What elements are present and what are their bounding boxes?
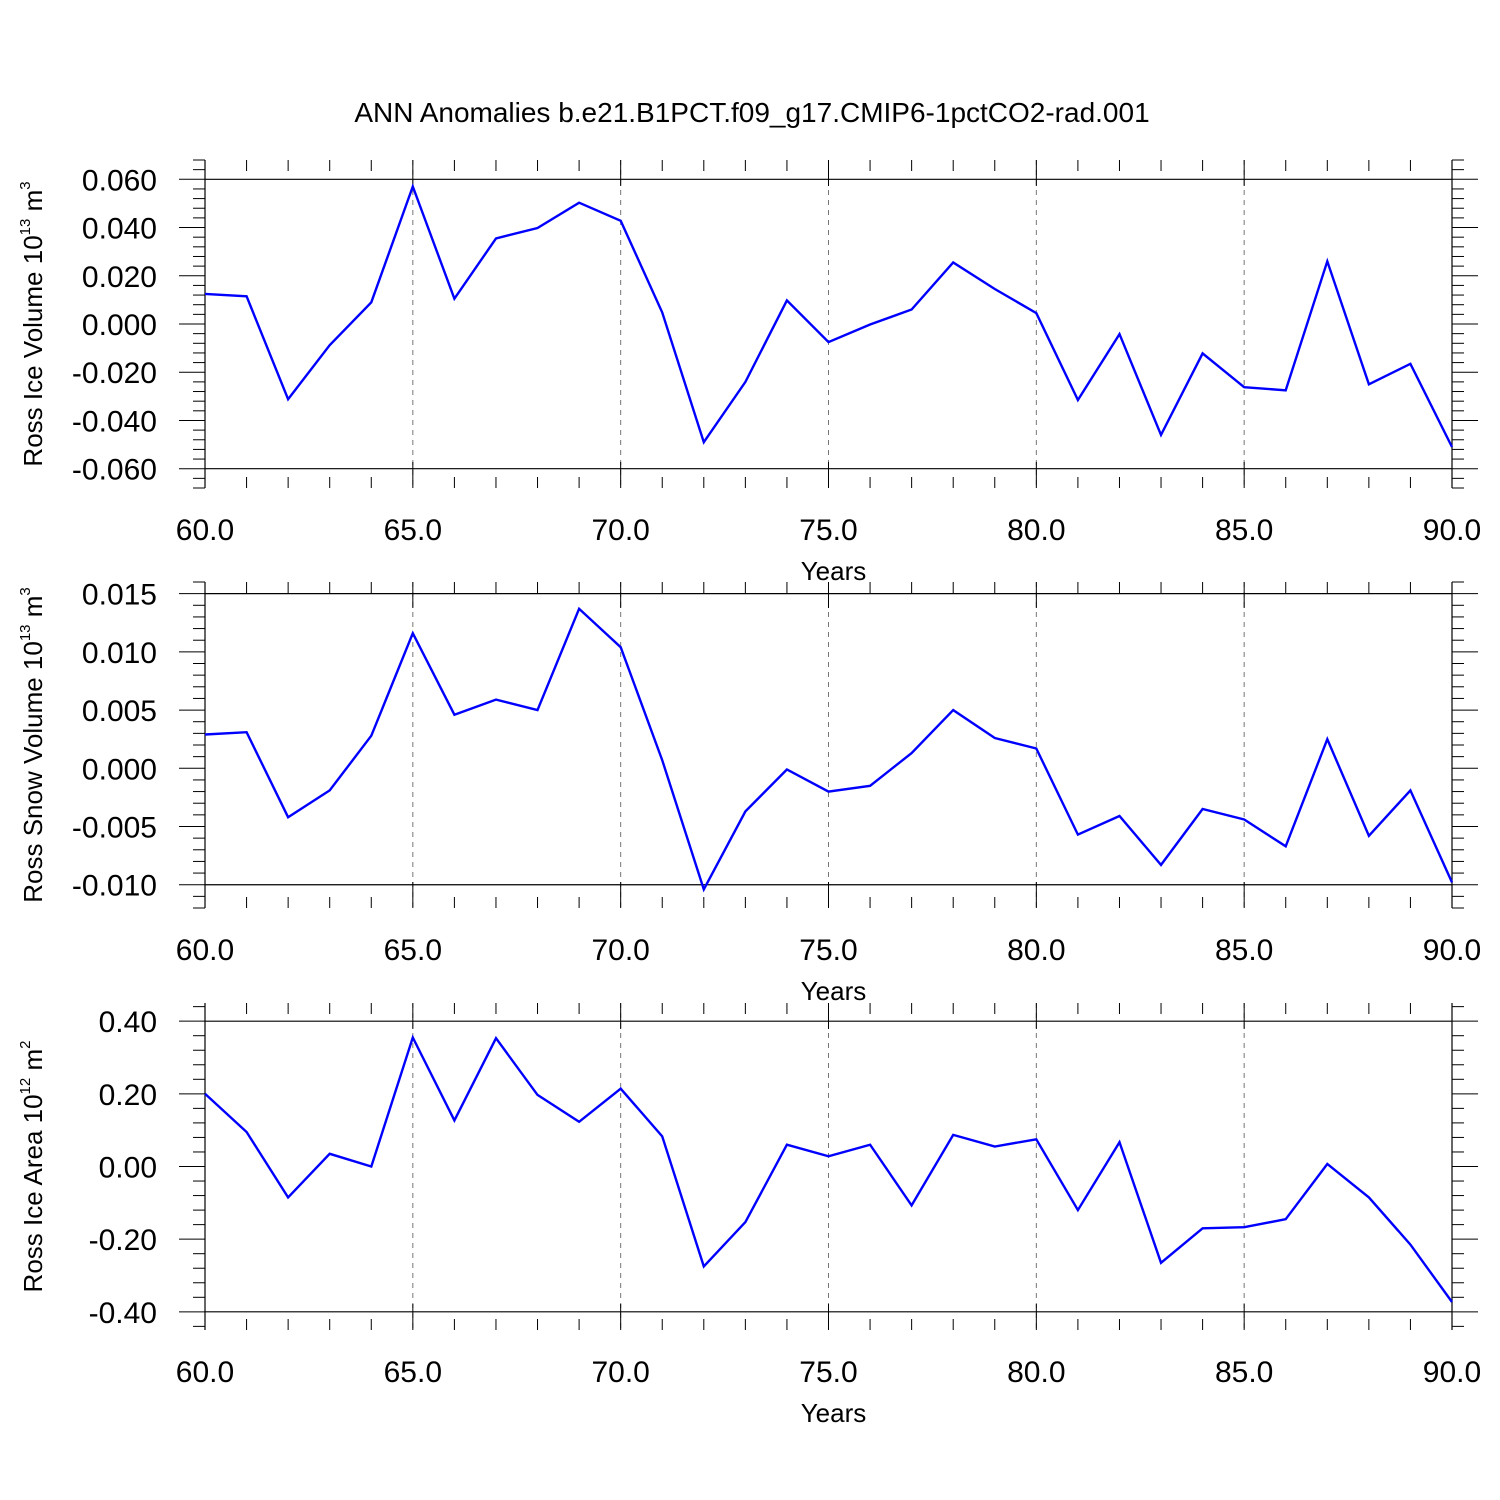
x-tick-label: 75.0 xyxy=(799,934,857,967)
x-tick-label: 80.0 xyxy=(1007,514,1065,547)
y-tick-label: 0.010 xyxy=(82,637,157,670)
series-line xyxy=(204,1034,1453,1303)
y-tick-label: 0.40 xyxy=(99,1006,157,1039)
x-axis-title: Years xyxy=(801,556,867,586)
x-tick-label: 80.0 xyxy=(1007,934,1065,967)
x-tick-label: 65.0 xyxy=(384,1356,442,1389)
y-tick-label: 0.000 xyxy=(82,753,157,786)
x-tick-label: 85.0 xyxy=(1215,514,1273,547)
y-tick-label: -0.40 xyxy=(89,1297,157,1330)
x-tick-label: 85.0 xyxy=(1215,934,1273,967)
y-tick-label: -0.20 xyxy=(89,1224,157,1257)
series-line xyxy=(204,182,1454,448)
y-tick-label: 0.040 xyxy=(82,213,157,246)
y-axis-title: Ross Ice Area 1012 m2 xyxy=(17,1041,48,1293)
panel-3: 60.0 65.0 70.0 75.0 80.0 85.0 90.0 -0.40 -0.20 0.… xyxy=(17,1003,1481,1428)
x-tick-label: 60.0 xyxy=(176,1356,234,1389)
y-tick-label: -0.020 xyxy=(72,357,157,390)
y-tick-label: -0.005 xyxy=(72,812,157,845)
y-axis-title: Ross Snow Volume 1013 m3 xyxy=(17,587,48,903)
y-tick-label: 0.00 xyxy=(99,1152,157,1185)
y-tick-label: -0.060 xyxy=(72,454,157,487)
x-axis-title: Years xyxy=(801,1398,867,1428)
x-tick-label: 75.0 xyxy=(799,1356,857,1389)
y-tick-label: 0.000 xyxy=(82,309,157,342)
x-tick-label: 70.0 xyxy=(591,1356,649,1389)
y-tick-label: 0.015 xyxy=(82,579,157,612)
x-tick-label: 90.0 xyxy=(1423,934,1481,967)
x-tick-label: 90.0 xyxy=(1423,514,1481,547)
x-tick-label: 75.0 xyxy=(799,514,857,547)
y-tick-label: 0.020 xyxy=(82,261,157,294)
x-tick-label: 60.0 xyxy=(176,934,234,967)
y-axis-title: Ross Ice Volume 1013 m3 xyxy=(17,181,48,466)
x-tick-label: 85.0 xyxy=(1215,1356,1273,1389)
x-tick-label: 65.0 xyxy=(384,514,442,547)
x-tick-label: 70.0 xyxy=(591,514,649,547)
x-tick-label: 65.0 xyxy=(384,934,442,967)
x-tick-label: 80.0 xyxy=(1007,1356,1065,1389)
y-tick-label: -0.010 xyxy=(72,870,157,903)
y-tick-label: 0.005 xyxy=(82,695,157,728)
y-tick-label: -0.040 xyxy=(72,405,157,438)
series-line xyxy=(204,606,1454,893)
x-axis-title: Years xyxy=(801,976,867,1006)
panels: 60.0 65.0 70.0 75.0 80.0 85.0 90.0 -0.060 -0.040… xyxy=(17,159,1481,1428)
y-tick-label: 0.060 xyxy=(82,164,157,197)
x-tick-label: 70.0 xyxy=(591,934,649,967)
panel-2: 60.0 65.0 70.0 75.0 80.0 85.0 90.0 -0.010 -0.005… xyxy=(17,579,1481,1006)
x-tick-label: 90.0 xyxy=(1423,1356,1481,1389)
panel-1: 60.0 65.0 70.0 75.0 80.0 85.0 90.0 -0.060 -0.040… xyxy=(17,159,1481,586)
x-tick-label: 60.0 xyxy=(176,514,234,547)
chart-title: ANN Anomalies b.e21.B1PCT.f09_g17.CMIP6-… xyxy=(354,97,1149,128)
y-tick-label: 0.20 xyxy=(99,1079,157,1112)
